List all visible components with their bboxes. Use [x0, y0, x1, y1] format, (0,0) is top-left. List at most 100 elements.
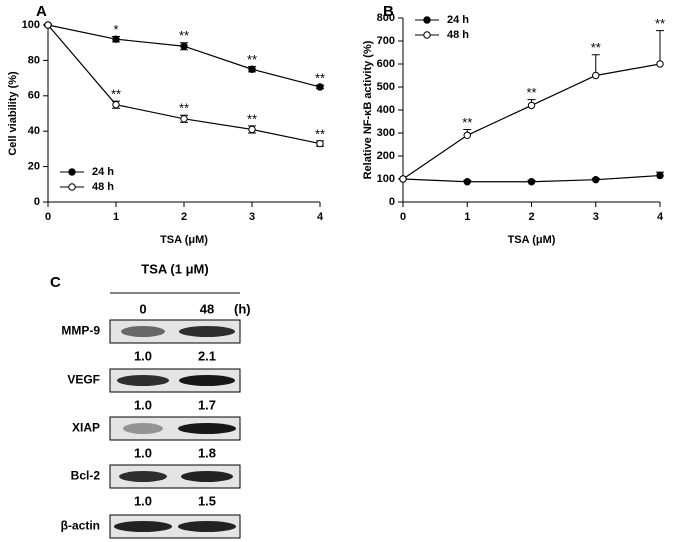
- row-label: MMP-9: [61, 324, 100, 338]
- data-point: [592, 71, 600, 80]
- band: [123, 423, 163, 434]
- x-tick-label: 1: [113, 211, 119, 223]
- panel-label: A: [36, 3, 47, 20]
- row-label: VEGF: [67, 373, 100, 387]
- row-label: β-actin: [61, 519, 100, 533]
- lane-label: 48: [200, 301, 214, 316]
- y-tick-label: 100: [22, 19, 40, 31]
- band: [181, 471, 233, 482]
- ratio: 2.1: [198, 348, 216, 363]
- legend-marker: [423, 16, 431, 24]
- blot-box: [109, 319, 241, 344]
- data-point: [44, 21, 52, 29]
- legend-label: 24 h: [92, 166, 114, 178]
- y-tick-label: 600: [377, 58, 395, 70]
- band: [121, 326, 165, 337]
- x-axis-label: TSA (μM): [160, 234, 208, 246]
- y-tick-label: 0: [389, 196, 395, 208]
- data-point: [112, 100, 120, 109]
- legend-label: 48 h: [92, 181, 114, 193]
- significance: **: [247, 52, 257, 67]
- significance: *: [113, 22, 118, 37]
- band: [119, 471, 167, 482]
- significance: **: [591, 40, 601, 55]
- y-tick-label: 40: [28, 125, 40, 137]
- x-tick-label: 1: [464, 211, 470, 223]
- significance: **: [655, 16, 665, 31]
- legend-marker: [423, 31, 431, 39]
- x-tick-label: 4: [317, 211, 324, 223]
- y-axis-label: Relative NF-κB activity (%): [362, 40, 374, 179]
- data-point: [180, 42, 188, 50]
- significance: **: [315, 126, 325, 141]
- error-bar: [656, 30, 664, 64]
- significance: **: [179, 101, 189, 116]
- x-tick-label: 0: [400, 211, 406, 223]
- ratio: 1.7: [198, 397, 216, 412]
- panel-label: B: [383, 3, 394, 20]
- blot-title: TSA (1 μM): [141, 261, 208, 276]
- ratio: 1.0: [134, 348, 152, 363]
- x-tick-label: 3: [249, 211, 255, 223]
- data-point: [316, 83, 324, 91]
- significance: **: [462, 115, 472, 130]
- row-label: Bcl-2: [71, 469, 101, 483]
- data-point: [316, 139, 324, 148]
- row-label: XIAP: [72, 421, 100, 435]
- lane-label: 0: [139, 301, 146, 316]
- band: [114, 521, 172, 532]
- data-point: [180, 115, 188, 123]
- unit-label: (h): [234, 301, 251, 316]
- ratio: 1.0: [134, 445, 152, 460]
- y-tick-label: 500: [377, 81, 395, 93]
- x-tick-label: 3: [593, 211, 599, 223]
- legend-marker: [68, 183, 76, 191]
- x-axis-label: TSA (μM): [508, 234, 556, 246]
- data-point: [656, 171, 664, 180]
- data-point: [248, 125, 256, 134]
- ratio: 1.0: [134, 397, 152, 412]
- data-point: [463, 131, 471, 140]
- blot-box: [109, 416, 241, 441]
- y-tick-label: 100: [377, 173, 395, 185]
- legend-label: 48 h: [447, 29, 469, 41]
- y-tick-label: 300: [377, 127, 395, 139]
- significance: **: [315, 71, 325, 86]
- data-point: [656, 60, 664, 68]
- ratio: 1.5: [198, 493, 216, 508]
- x-tick-label: 2: [181, 211, 187, 223]
- y-tick-label: 400: [377, 104, 395, 116]
- legend-label: 24 h: [447, 14, 469, 26]
- ratio: 1.0: [134, 493, 152, 508]
- legend-marker: [68, 168, 76, 176]
- panel-label: C: [50, 274, 61, 291]
- y-tick-label: 0: [34, 196, 40, 208]
- significance: **: [111, 87, 121, 102]
- band: [178, 423, 236, 434]
- data-point: [399, 175, 407, 183]
- blot-box: [109, 514, 241, 539]
- band: [179, 375, 235, 386]
- band: [117, 375, 169, 386]
- blot-box: [109, 368, 241, 393]
- data-point: [592, 175, 600, 184]
- significance: **: [247, 111, 257, 126]
- data-point: [463, 178, 471, 186]
- band: [179, 326, 235, 337]
- significance: **: [179, 28, 189, 43]
- significance: **: [526, 85, 536, 100]
- y-tick-label: 60: [28, 90, 40, 102]
- data-point: [112, 35, 120, 43]
- data-point: [527, 101, 536, 110]
- blot-box: [109, 464, 241, 489]
- data-point: [248, 65, 256, 73]
- data-point: [527, 178, 536, 186]
- y-tick-label: 80: [28, 54, 40, 66]
- x-tick-label: 2: [528, 211, 534, 223]
- y-axis-label: Cell viability (%): [7, 71, 19, 156]
- band: [178, 521, 236, 532]
- y-tick-label: 700: [377, 35, 395, 47]
- x-tick-label: 4: [657, 211, 664, 223]
- x-tick-label: 0: [45, 211, 51, 223]
